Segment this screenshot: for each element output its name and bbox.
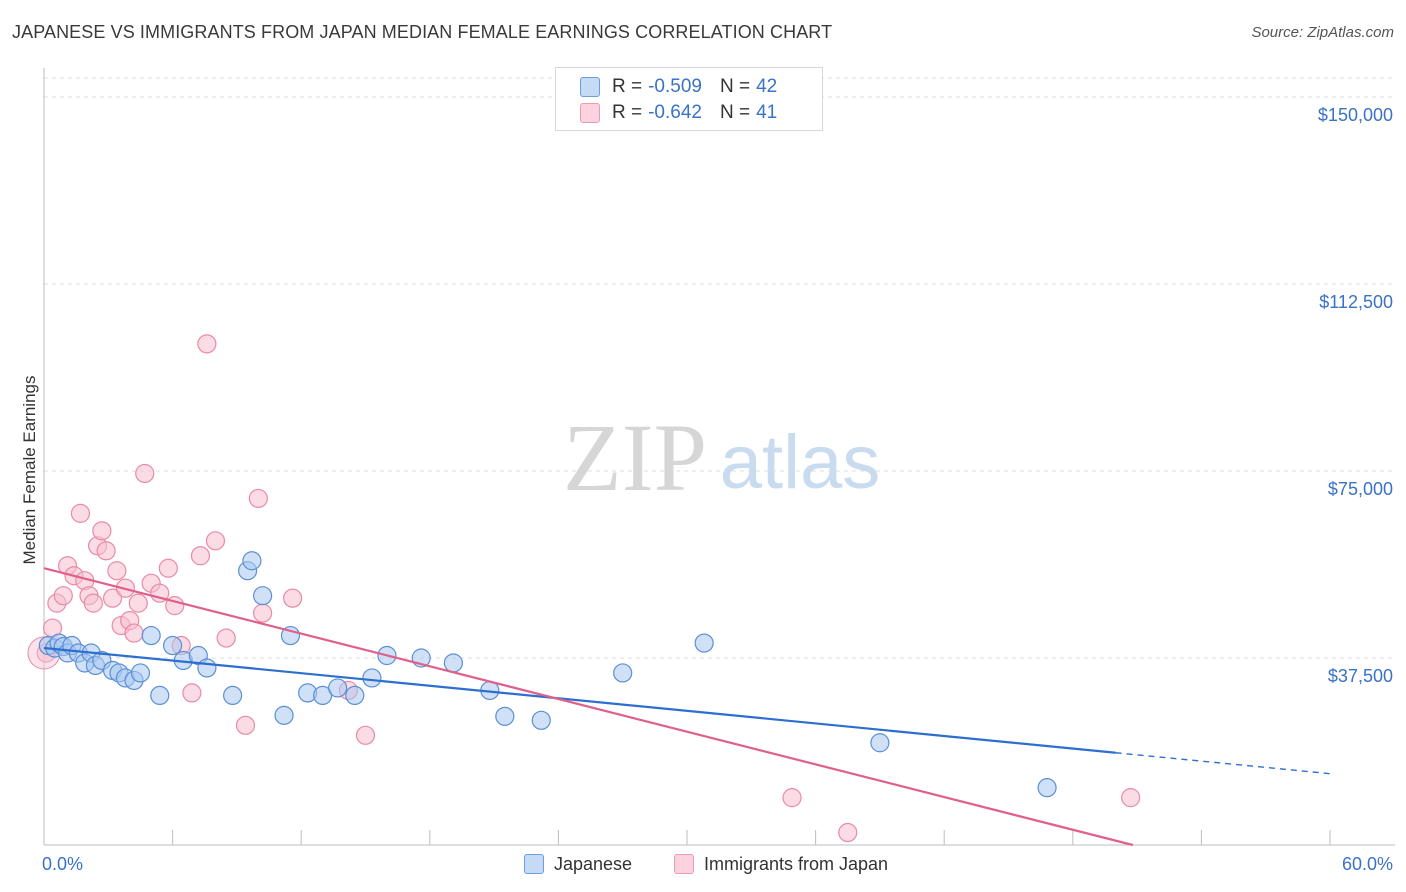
point-japanese (150, 685, 170, 706)
legend-n-label: N = (719, 102, 751, 123)
legend-n-label: N = (719, 76, 751, 97)
point-immigrants (182, 683, 202, 703)
point-japanese (223, 685, 243, 706)
x-tick-label-min: 0.0% (42, 854, 83, 874)
series-japanese-points (38, 551, 1057, 798)
point-immigrants (235, 715, 256, 735)
trend-lines (43, 567, 1331, 847)
point-japanese (253, 586, 273, 606)
point-japanese (362, 668, 382, 688)
point-immigrants (838, 822, 858, 843)
bottom-legend-japanese: Japanese (524, 852, 632, 876)
point-japanese (495, 706, 515, 726)
source-label: Source: ZipAtlas.com (1251, 24, 1394, 41)
point-immigrants (124, 623, 144, 643)
point-immigrants (283, 588, 303, 608)
watermark-atlas: atlas (720, 420, 881, 505)
y-axis-label: Median Female Earnings (20, 375, 39, 565)
trend-line-immigrants (43, 567, 1134, 847)
point-japanese (531, 710, 551, 730)
bottom-legend-label-japanese: Japanese (554, 853, 633, 874)
chart-title: JAPANESE VS IMMIGRANTS FROM JAPAN MEDIAN… (12, 22, 833, 42)
point-immigrants (158, 558, 178, 578)
legend-swatch-immigrants (580, 103, 600, 123)
trend-line-japanese-extension (1115, 752, 1331, 775)
legend-n-value-immigrants: 41 (756, 102, 778, 123)
point-japanese (443, 653, 463, 673)
legend-r-value-japanese: -0.509 (648, 76, 702, 97)
axes (43, 68, 1395, 846)
legend-r-value-immigrants: -0.642 (648, 102, 702, 123)
point-immigrants (248, 488, 268, 509)
trend-line-japanese (43, 646, 1116, 754)
point-immigrants (70, 503, 91, 523)
point-immigrants (53, 586, 73, 606)
point-immigrants (92, 521, 112, 541)
point-japanese (197, 658, 217, 678)
point-immigrants (1121, 788, 1141, 808)
point-japanese (163, 635, 183, 656)
y-tick-label: $75,000 (1328, 479, 1393, 499)
point-japanese (130, 663, 151, 683)
legend-n-value-japanese: 42 (756, 76, 778, 97)
point-immigrants (355, 725, 376, 745)
watermark-zip: ZIP (563, 404, 707, 511)
point-immigrants (216, 628, 236, 648)
point-immigrants (96, 541, 116, 561)
point-immigrants (190, 546, 211, 566)
point-immigrants (107, 561, 127, 581)
legend-r-label: R = (612, 102, 643, 123)
y-tick-label: $112,500 (1319, 292, 1393, 312)
point-immigrants (205, 531, 226, 551)
x-tick-labels: 0.0% 60.0% (42, 854, 1393, 874)
point-immigrants (197, 334, 217, 354)
point-immigrants (135, 463, 155, 484)
y-tick-label: $150,000 (1318, 105, 1393, 125)
point-immigrants (102, 588, 123, 608)
point-japanese (141, 625, 161, 646)
point-japanese (345, 685, 365, 706)
bottom-legend-swatch-immigrants (674, 854, 694, 874)
y-tick-label: $37,500 (1328, 666, 1393, 686)
series-immigrants-points (27, 334, 1141, 843)
bottom-legend-label-immigrants: Immigrants from Japan (704, 853, 889, 874)
bottom-legend-swatch-japanese (524, 854, 544, 874)
point-immigrants (128, 593, 148, 613)
x-tick-label-max: 60.0% (1342, 854, 1393, 874)
point-immigrants (83, 593, 103, 613)
point-immigrants (253, 603, 273, 623)
point-japanese (694, 633, 714, 653)
point-japanese (242, 551, 262, 571)
point-japanese (870, 733, 890, 753)
point-japanese (274, 705, 294, 725)
legend-swatch-japanese (580, 77, 600, 97)
bottom-legend-immigrants: Immigrants from Japan (674, 852, 888, 876)
legend-r-label: R = (612, 76, 643, 97)
legend-row-japanese: R = -0.509 N = 42 (580, 75, 783, 99)
point-japanese (1037, 778, 1057, 798)
point-japanese (328, 678, 348, 698)
y-tick-labels: $37,500 $75,000 $112,500 $150,000 (1318, 105, 1393, 686)
point-immigrants (782, 788, 802, 808)
legend-row-immigrants: R = -0.642 N = 41 (580, 101, 783, 125)
point-japanese (613, 663, 633, 683)
correlation-legend: R = -0.509 N = 42 R = -0.642 N = 41 (555, 67, 823, 131)
